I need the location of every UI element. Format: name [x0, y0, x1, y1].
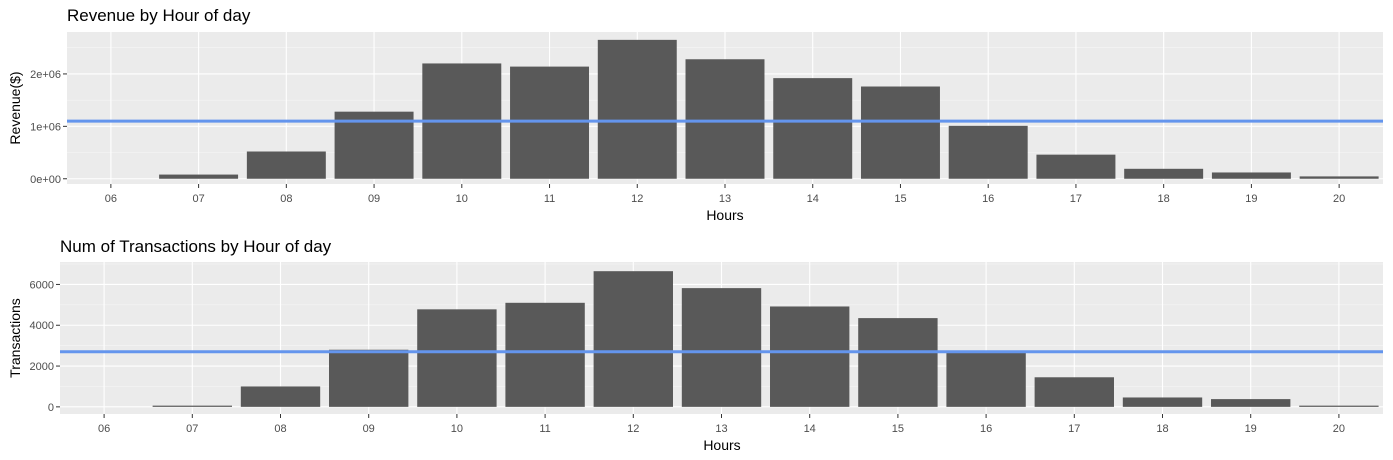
x-tick-label: 08: [274, 423, 286, 435]
y-axis-title: Revenue($): [7, 71, 23, 144]
x-tick-label: 12: [627, 423, 639, 435]
x-tick-label: 10: [456, 193, 468, 205]
chart-title: Revenue by Hour of day: [67, 6, 251, 25]
x-tick-label: 17: [1068, 423, 1080, 435]
x-tick-label: 11: [544, 193, 555, 205]
x-axis-title: Hours: [703, 437, 740, 453]
bar: [948, 125, 1028, 179]
bar: [505, 302, 585, 407]
bar: [1211, 399, 1291, 407]
x-tick-label: 17: [1070, 193, 1082, 205]
x-tick-label: 19: [1245, 193, 1257, 205]
bar: [1034, 377, 1114, 407]
bar: [240, 386, 321, 407]
x-axis-title: Hours: [706, 207, 743, 223]
x-tick-label: 13: [719, 193, 731, 205]
x-tick-label: 16: [980, 423, 992, 435]
x-tick-label: 18: [1158, 193, 1170, 205]
x-tick-label: 14: [807, 193, 819, 205]
bar: [597, 39, 677, 179]
bar: [329, 349, 409, 407]
x-tick-label: 09: [363, 423, 375, 435]
bar: [681, 288, 762, 407]
bar: [858, 318, 938, 407]
y-tick-label: 0e+00: [30, 174, 61, 186]
x-tick-label: 20: [1333, 423, 1345, 435]
x-tick-label: 15: [894, 193, 906, 205]
x-tick-label: 14: [804, 423, 816, 435]
bar: [159, 174, 239, 179]
x-tick-label: 19: [1245, 423, 1257, 435]
bar: [334, 111, 414, 179]
x-tick-label: 13: [715, 423, 727, 435]
x-tick-label: 09: [368, 193, 380, 205]
bar: [773, 78, 853, 179]
bar: [1299, 405, 1379, 407]
y-tick-label: 2000: [30, 361, 54, 373]
x-axis: 06 07 08 09 10 11 12 13 14 15 16 17 18 19 20: [98, 414, 1345, 435]
x-tick-label: 07: [186, 423, 198, 435]
bar: [152, 405, 232, 407]
x-tick-label: 06: [105, 193, 117, 205]
x-tick-label: 12: [631, 193, 643, 205]
y-tick-label: 6000: [30, 279, 54, 291]
bar: [685, 59, 765, 179]
x-tick-label: 10: [451, 423, 463, 435]
y-axis: 0 2000 4000 6000: [30, 279, 60, 414]
x-tick-label: 11: [539, 423, 550, 435]
y-axis: 0e+00 1e+06 2e+06: [30, 69, 67, 186]
x-tick-label: 07: [192, 193, 204, 205]
y-tick-label: 2e+06: [30, 69, 61, 81]
bar: [1036, 154, 1116, 179]
y-tick-label: 1e+06: [30, 121, 61, 133]
y-tick-label: 0: [48, 402, 54, 414]
x-axis: 06 07 08 09 10 11 12 13 14 15 16 17 18 19 20: [105, 184, 1345, 205]
bar: [860, 86, 940, 179]
bar: [946, 351, 1026, 407]
x-tick-label: 18: [1156, 423, 1168, 435]
bar: [246, 151, 326, 179]
bar: [1122, 397, 1203, 407]
y-axis-title: Transactions: [7, 298, 23, 378]
bar: [510, 66, 590, 179]
chart-title: Num of Transactions by Hour of day: [60, 237, 332, 256]
transactions-chart: Num of Transactions by Hour of day 0 2000…: [7, 237, 1383, 453]
bar: [417, 309, 497, 407]
bars: [152, 271, 1379, 407]
bar: [1211, 172, 1291, 179]
x-tick-label: 08: [280, 193, 292, 205]
x-tick-label: 16: [982, 193, 994, 205]
bars: [159, 39, 1379, 179]
revenue-chart: Revenue by Hour of day 0e+00 1e+06 2e+06 0…: [7, 6, 1383, 223]
x-tick-label: 06: [98, 423, 110, 435]
x-tick-label: 15: [892, 423, 904, 435]
x-tick-label: 20: [1333, 193, 1345, 205]
bar: [770, 306, 850, 407]
bar: [1299, 176, 1379, 179]
bar: [1124, 168, 1204, 179]
bar: [593, 271, 673, 407]
y-tick-label: 4000: [30, 320, 54, 332]
